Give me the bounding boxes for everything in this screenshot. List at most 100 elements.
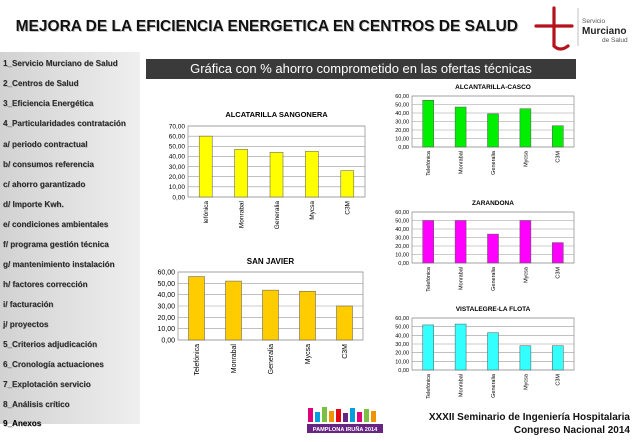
chart-title: ALCATARILLA SANGONERA (225, 110, 328, 119)
x-tick-label: Telefónica (194, 344, 201, 376)
x-tick-label: C3M (342, 344, 349, 359)
sidebar-item-periodo[interactable]: a/ periodo contractual (3, 140, 88, 149)
x-tick-label: Generalia (268, 344, 275, 374)
x-tick-label: Mycsa (523, 373, 529, 390)
x-tick-label: C3M (556, 151, 562, 163)
y-tick-label: 40,00 (169, 154, 186, 161)
x-tick-label: Telefónica (426, 373, 432, 399)
sidebar-item-condiciones[interactable]: e/ condiciones ambientales (3, 220, 109, 229)
y-tick-label: 50,00 (157, 281, 175, 288)
bar (269, 152, 284, 198)
y-tick-label: 0,00 (398, 261, 409, 267)
y-tick-label: 40,00 (395, 333, 409, 339)
bar (552, 345, 564, 371)
y-tick-label: 50,00 (169, 144, 186, 151)
sidebar-item-centros[interactable]: 2_Centros de Salud (3, 79, 79, 88)
sidebar-item-anexos[interactable]: 9_Anexos (3, 419, 42, 428)
y-tick-label: 70,00 (169, 123, 186, 130)
chart-subtitle-banner: Gráfica con % ahorro comprometido en las… (146, 59, 576, 79)
bar (336, 305, 353, 341)
y-tick-label: 0,00 (161, 337, 175, 344)
y-tick-label: 0,00 (172, 194, 185, 201)
y-tick-label: 20,00 (395, 128, 409, 134)
y-tick-label: 30,00 (395, 342, 409, 348)
x-tick-label: Generalia (491, 266, 497, 291)
sidebar-item-proyectos[interactable]: j/ proyectos (3, 320, 49, 329)
y-tick-label: 10,00 (157, 326, 175, 333)
sidebar-item-consumos[interactable]: b/ consumos referencia (3, 160, 94, 169)
chart-title: ALCANTARILLA-CASCO (455, 84, 531, 91)
logo-text-line3: de Salud (602, 37, 628, 44)
y-tick-label: 50,00 (395, 102, 409, 108)
y-tick-label: 0,00 (398, 368, 409, 374)
x-tick-label: Generalia (491, 373, 497, 398)
y-tick-label: 0,00 (398, 145, 409, 151)
y-tick-label: 40,00 (157, 292, 175, 299)
bar (487, 113, 499, 148)
pamplona-2014-logo: PAMPLONA IRUÑA 2014 (307, 407, 383, 433)
x-tick-label: Monrabal (238, 200, 245, 228)
bar (552, 242, 564, 264)
x-tick-label: Mycsa (523, 150, 529, 167)
bar (519, 108, 532, 148)
sms-logo: Servicio Murciano de Salud (530, 2, 638, 52)
bar (519, 345, 532, 371)
bar (198, 135, 213, 198)
x-tick-label: Mycsa (305, 344, 312, 364)
sidebar-item-servicio[interactable]: 1_Servicio Murciano de Salud (3, 59, 118, 68)
x-tick-label: C3M (556, 267, 562, 279)
y-tick-label: 50,00 (395, 325, 409, 331)
sidebar-item-programa[interactable]: f/ programa gestión técnica (3, 240, 109, 249)
y-tick-label: 30,00 (169, 164, 186, 171)
x-tick-label: Mycsa (523, 266, 529, 283)
bar (487, 233, 499, 264)
sidebar-nav: 1_Servicio Murciano de Salud 2_Centros d… (0, 52, 140, 428)
sidebar-item-analisis[interactable]: 8_Análisis crítico (3, 400, 70, 409)
x-tick-label: Monrabal (231, 344, 238, 374)
y-tick-label: 30,00 (395, 235, 409, 241)
sidebar-item-particularidades[interactable]: 4_Particularidades contratación (3, 119, 126, 128)
x-tick-label: C3M (345, 201, 352, 215)
chart-title: VISTALEGRE-LA FLOTA (456, 306, 531, 313)
sidebar-item-mantenimiento[interactable]: g/ mantenimiento instalación (3, 260, 115, 269)
bar (188, 276, 205, 341)
bar (454, 106, 467, 148)
y-tick-label: 60,00 (395, 316, 409, 322)
pamplona-logo-text: PAMPLONA IRUÑA 2014 (313, 426, 378, 433)
y-tick-label: 60,00 (169, 133, 186, 140)
sidebar-item-eficiencia[interactable]: 3_Eficiencia Energética (3, 99, 94, 108)
sidebar-item-explotacion[interactable]: 7_Explotación servicio (3, 380, 91, 389)
sidebar-item-factores[interactable]: h/ factores corrección (3, 280, 88, 289)
sms-cross-icon: Servicio Murciano de Salud (534, 6, 628, 51)
bar (299, 291, 316, 341)
sidebar-item-facturacion[interactable]: i/ facturación (3, 300, 54, 309)
sidebar-item-importe[interactable]: d/ Importe Kwh. (3, 200, 64, 209)
y-tick-label: 10,00 (395, 359, 409, 365)
logo-text-line1: Servicio (582, 18, 606, 25)
sidebar-item-ahorro[interactable]: c/ ahorro garantizado (3, 180, 86, 189)
bar (454, 220, 467, 264)
sidebar-item-cronologia[interactable]: 6_Cronología actuaciones (3, 360, 104, 369)
y-tick-label: 40,00 (395, 227, 409, 233)
x-tick-label: Telefónica (426, 150, 432, 176)
y-tick-label: 40,00 (395, 111, 409, 117)
bar (422, 100, 434, 148)
logo-text-line2: Murciano (582, 26, 626, 37)
y-tick-label: 60,00 (395, 94, 409, 100)
y-tick-label: 10,00 (169, 184, 186, 191)
y-tick-label: 10,00 (395, 252, 409, 258)
bar (487, 332, 499, 371)
y-tick-label: 60,00 (395, 210, 409, 216)
sidebar-item-criterios[interactable]: 5_Criterios adjudicación (3, 340, 98, 349)
chart-title: SAN JAVIER (247, 257, 295, 266)
bar (519, 220, 532, 264)
y-tick-label: 20,00 (395, 244, 409, 250)
bar (422, 324, 434, 371)
bar (305, 151, 319, 198)
y-tick-label: 20,00 (169, 174, 186, 181)
